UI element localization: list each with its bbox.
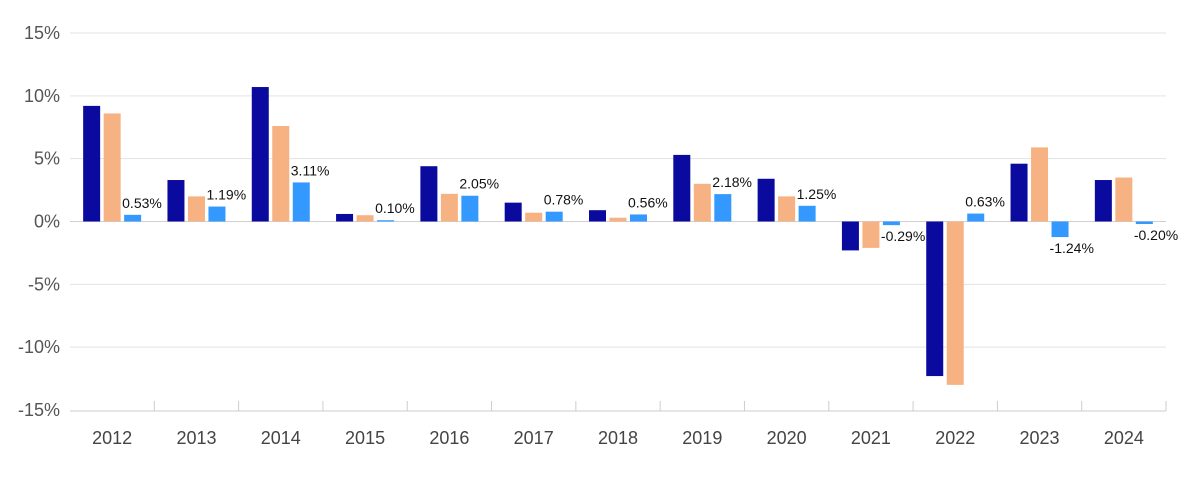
bar [461, 195, 479, 222]
bar [1010, 163, 1028, 222]
y-tick-label: 0% [34, 212, 60, 232]
x-tick-label: 2018 [598, 428, 638, 448]
y-tick-label: -5% [28, 274, 60, 294]
bar [208, 206, 226, 222]
data-label: 0.10% [375, 200, 415, 216]
x-tick-label: 2016 [429, 428, 469, 448]
data-label: 0.78% [544, 192, 584, 208]
bars [83, 87, 1153, 385]
bar [377, 220, 395, 222]
data-label: 0.63% [965, 194, 1005, 210]
bar [545, 211, 563, 222]
bar [714, 194, 732, 222]
data-label: 3.11% [291, 162, 330, 178]
bar [967, 213, 985, 222]
bar [272, 125, 290, 222]
y-tick-label: 5% [34, 149, 60, 169]
bar [841, 221, 859, 251]
bar [693, 183, 711, 222]
bar [630, 214, 647, 222]
data-label: 0.56% [628, 194, 668, 210]
bar [525, 212, 543, 222]
bar [946, 221, 964, 385]
data-label: 1.19% [206, 187, 246, 203]
x-tick-label: 2021 [851, 428, 891, 448]
y-tick-label: 10% [24, 86, 60, 106]
y-tick-label: 15% [24, 23, 60, 43]
x-tick-label: 2022 [935, 428, 975, 448]
bar [167, 180, 185, 222]
bar [1051, 221, 1069, 238]
bar [609, 217, 627, 222]
y-tick-label: -10% [18, 337, 60, 357]
bar [187, 196, 205, 222]
y-tick-label: -15% [18, 400, 60, 420]
bar [356, 215, 374, 222]
x-tick-label: 2017 [514, 428, 554, 448]
y-axis: 15% 10% 5% 0% -5% -10% -15% [18, 23, 60, 420]
data-label: -1.24% [1050, 240, 1094, 256]
bar [336, 213, 354, 222]
data-label: -0.20% [1134, 227, 1178, 243]
bar [420, 166, 438, 222]
x-tick-label: 2019 [682, 428, 722, 448]
bar [83, 105, 101, 222]
data-label: 1.25% [797, 186, 837, 202]
data-labels: 0.53% 1.19% 3.11% 0.10% 2.05% 0.78% 0.56% 2.18%… [122, 162, 1178, 256]
bar [1135, 221, 1153, 225]
data-label: 0.53% [122, 195, 162, 211]
bar [504, 202, 522, 222]
bar [757, 178, 775, 222]
bar [926, 221, 944, 377]
x-tick-label: 2012 [92, 428, 132, 448]
bar [292, 182, 310, 222]
x-tick-label: 2020 [767, 428, 807, 448]
bar [1115, 177, 1133, 222]
bar [103, 113, 121, 222]
x-tick-label: 2013 [176, 428, 216, 448]
x-tick-label: 2015 [345, 428, 385, 448]
bar [1031, 147, 1049, 222]
bar [1094, 180, 1112, 222]
bar [589, 210, 606, 222]
bar [862, 221, 880, 248]
x-tick-label: 2014 [261, 428, 301, 448]
data-label: 2.05% [459, 176, 499, 192]
bar [124, 214, 142, 222]
bar [882, 221, 900, 226]
bar [798, 205, 816, 222]
bar [440, 193, 458, 222]
bar [251, 87, 269, 222]
bar [778, 196, 796, 222]
x-tick-label: 2024 [1104, 428, 1144, 448]
data-label: 2.18% [712, 174, 752, 190]
bar [673, 154, 691, 222]
x-tick-label: 2023 [1020, 428, 1060, 448]
data-label: -0.29% [881, 228, 925, 244]
x-axis: 2012 2013 2014 2015 2016 2017 2018 2019 2020 2021… [70, 401, 1167, 448]
